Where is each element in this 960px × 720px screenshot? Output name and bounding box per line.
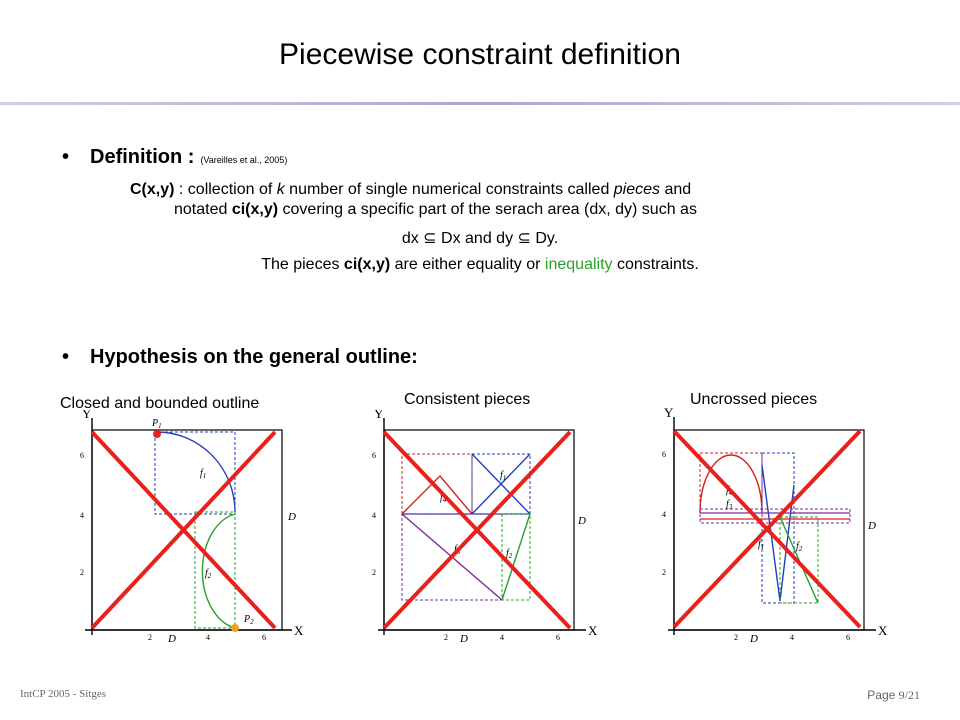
cross-line [672,429,862,629]
hypothesis-bullet: • Hypothesis on the general outline: [62,346,418,369]
definition-citation: (Vareilles et al., 2005) [200,155,288,165]
definition-body: C(x,y) : collection of k number of singl… [130,180,850,220]
piece-2-box [194,511,236,629]
footer-conference: IntCP 2005 - Sitges [20,688,107,700]
x-tick: 4 [206,633,210,642]
f1-label: f1 [758,539,764,551]
bullet-dot: • [62,346,70,368]
x-tick: 6 [846,633,850,642]
inequality-term: inequality [544,256,613,273]
piece-1-box [154,431,236,515]
p2-label: P2 [243,614,254,626]
y-tick: 2 [372,568,376,577]
footer-page-number: Page 9/21 [867,688,920,703]
y-axis-label: Y [664,405,674,420]
y-tick: 6 [80,451,84,460]
definition-text: and [660,181,692,198]
ci-term: ci(x,y) [231,201,279,218]
x-axis-label: X [588,623,598,638]
definition-text: : collection of [174,181,277,198]
piece-2-box [779,516,819,604]
y-tick: 6 [372,451,376,460]
title-divider [0,102,960,105]
pieces-term: pieces [613,181,661,198]
y-tick: 2 [80,568,84,577]
figure-caption-uncrossed-pieces: Uncrossed pieces [690,391,818,408]
x-axis-label: X [878,623,888,638]
x-tick: 2 [444,633,448,642]
definition-line-1: C(x,y) : collection of k number of singl… [130,180,850,200]
figure-consistent-pieces: Y X 6 4 2 2 4 6 D D f4 f1 f3 f2 [372,410,598,645]
f4-label: f4 [440,492,447,504]
x-tick: 4 [790,633,794,642]
piece-1-box [761,452,795,604]
ci-term: ci(x,y) [343,256,391,273]
y-tick: 4 [372,511,376,520]
definition-text: notated [174,201,232,218]
figure-caption-closed-outline: Closed and bounded outline [60,395,260,412]
definition-text: The pieces [261,256,344,273]
cross-line [90,430,277,630]
y-tick: 4 [80,511,84,520]
piece-f4-curve [401,474,473,515]
y-axis-label: Y [82,410,92,421]
piece-f2-curve [201,513,236,629]
figure-uncrossed-pieces: Y X 6 4 2 2 4 6 D D f4 f1 f3 f2 [662,405,888,645]
point-p1-marker [153,430,161,438]
definition-line-2: notated ci(x,y) covering a specific part… [130,200,850,220]
page-count: 9/21 [898,688,920,702]
y-tick: 2 [662,568,666,577]
figure-closed-outline: Y X 6 4 2 2 4 6 D D P1 P2 f1 f2 [80,410,304,645]
definition-text: number of single numerical constraints c… [284,181,614,198]
f3-label: f3 [726,499,733,511]
y-axis-label: Y [374,410,384,421]
piece-f1-line [471,453,531,515]
piece-f2-line [501,513,531,601]
piece-3-box [699,508,851,524]
x-tick: 2 [148,633,152,642]
x-tick: 4 [500,633,504,642]
piece-f1-line [761,464,795,602]
figure-caption-consistent-pieces: Consistent pieces [404,391,531,408]
dyc-label: D [577,515,586,527]
x-tick: 6 [262,633,266,642]
point-p2-marker [231,624,239,632]
dyc-label: D [287,511,296,523]
hypothesis-heading: Hypothesis on the general outline: [90,346,418,368]
dxc-label: D [749,633,758,645]
f2-label: f2 [796,541,803,553]
p1-label: P1 [151,418,162,430]
dyc-label: D [867,520,876,532]
piece-f4-curve [699,454,763,514]
k-term: k [276,181,285,198]
dxc-label: D [167,633,176,645]
definition-text: covering a specific part of the serach a… [278,201,697,218]
cxy-term: C(x,y) [130,181,175,198]
definition-bullet: • Definition : (Vareilles et al., 2005) [62,146,287,169]
cross-line [382,430,572,630]
definition-text: constraints. [612,256,699,273]
page-label: Page [867,688,899,702]
f2-label: f2 [506,548,513,560]
bullet-dot: • [62,146,70,168]
f1-label: f1 [500,470,506,482]
x-tick: 6 [556,633,560,642]
x-axis-label: X [294,623,304,638]
y-tick: 6 [662,450,666,459]
definition-heading: Definition : [90,146,195,168]
x-tick: 2 [734,633,738,642]
piece-f1-curve [156,431,236,513]
f2-label: f2 [205,568,212,580]
definition-text: are either equality or [390,256,545,273]
definition-line-4: The pieces ci(x,y) are either equality o… [0,256,960,274]
definition-line-3: dx ⊆ Dx and dy ⊆ Dy. [401,230,559,247]
y-tick: 4 [662,510,666,519]
page-title: Piecewise constraint definition [279,38,681,71]
dxc-label: D [459,633,468,645]
f1-label: f1 [200,468,206,480]
